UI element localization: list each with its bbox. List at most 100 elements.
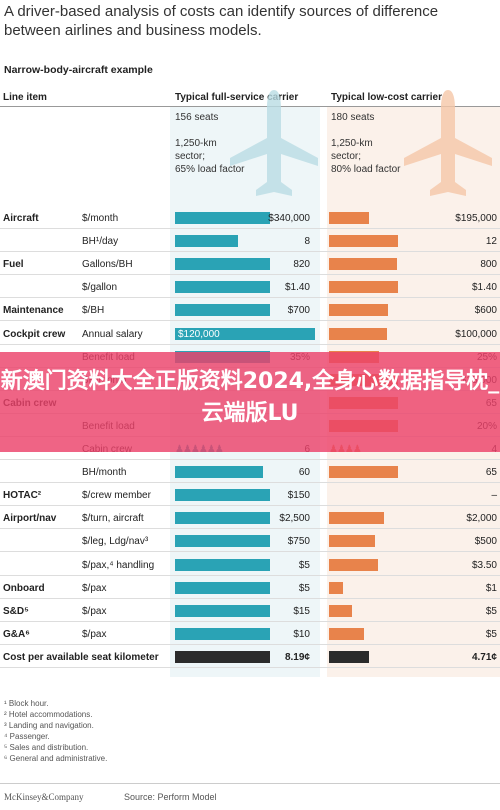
footnote: ¹ Block hour. — [4, 699, 49, 708]
table-row: HOTAC² $/crew member $150 – — [0, 484, 500, 507]
fsc-value: $2,500 — [279, 513, 310, 525]
lcc-bar — [329, 258, 397, 271]
fsc-value: $120,000 — [178, 328, 220, 340]
fsc-bar — [175, 212, 271, 224]
row-divider — [0, 459, 500, 460]
row-driver: $/pax — [82, 628, 107, 640]
lcc-bar — [329, 558, 378, 571]
table-row: Onboard $/pax $5 $1 — [0, 577, 500, 599]
fsc-bar — [175, 304, 271, 317]
lcc-value: 4.71¢ — [471, 651, 497, 663]
row-driver: $/turn, aircraft — [82, 513, 144, 525]
table-row: BH/month 60 65 — [0, 461, 500, 484]
row-driver: $/pax — [82, 582, 107, 594]
fsc-value: 820 — [293, 259, 310, 271]
row-category: Cost per available seat kilometer — [3, 651, 159, 663]
fsc-value: $700 — [287, 305, 310, 317]
fsc-value: 60 — [298, 467, 310, 479]
row-driver: $/BH — [82, 305, 105, 317]
row-category: G&A⁶ — [3, 628, 30, 640]
lcc-value: – — [491, 490, 497, 502]
lcc-value: $5 — [485, 605, 497, 617]
row-divider — [0, 320, 500, 322]
row-driver: Gallons/BH — [82, 259, 133, 271]
row-divider — [0, 251, 500, 253]
table-row: $/pax,⁴ handling $5 $3.50 — [0, 554, 500, 576]
table-row: S&D⁵ $/pax $15 $5 — [0, 600, 500, 622]
footnotes: ¹ Block hour. ² Hotel accommodations. ³ … — [4, 698, 107, 764]
fsc-header: Typical full-service carrier — [175, 92, 299, 103]
row-driver: $/leg, Ldg/nav³ — [82, 536, 149, 548]
lcc-value: $1.40 — [471, 282, 497, 294]
row-category: Fuel — [3, 259, 24, 271]
row-divider — [0, 666, 500, 668]
lcc-value: $3.50 — [471, 559, 497, 571]
lcc-value: 65 — [485, 467, 497, 479]
fsc-info: 156 seats 1,250-km sector; 65% load fact… — [175, 111, 245, 176]
lcc-bar — [329, 581, 343, 594]
fsc-sector-line2: sector; — [175, 151, 206, 162]
row-driver: $/pax,⁴ handling — [82, 559, 155, 571]
row-driver: BH/month — [82, 467, 127, 479]
row-divider — [0, 228, 500, 229]
promo-banner-text: 新澳门资料大全正版资料2024,全身心数据指导枕_云端版LU — [0, 369, 500, 426]
fsc-value: 8 — [304, 236, 310, 248]
table-row: Airport/nav $/turn, aircraft $2,500 $2,000 — [0, 507, 500, 530]
row-driver: BH¹/day — [82, 236, 119, 248]
row-driver: $/month — [82, 213, 119, 224]
lcc-bar — [329, 604, 353, 617]
lcc-value: $1 — [485, 582, 497, 594]
airplane-icon — [228, 86, 320, 206]
table-row: $/leg, Ldg/nav³ $750 $500 — [0, 530, 500, 553]
lcc-value: $5 — [485, 628, 497, 640]
row-driver: $/crew member — [82, 490, 151, 502]
footnote: ⁶ General and administrative. — [4, 754, 108, 763]
fsc-value: $750 — [287, 536, 310, 548]
row-divider — [0, 551, 500, 553]
row-divider — [0, 574, 500, 576]
lcc-sector-line1: 1,250-km — [331, 138, 373, 149]
row-divider — [0, 297, 500, 299]
table-row: Fuel Gallons/BH 820 800 — [0, 253, 500, 276]
row-divider — [0, 620, 500, 622]
fsc-bar — [175, 489, 271, 502]
lcc-bar — [329, 327, 387, 340]
lcc-value: 12 — [485, 236, 497, 248]
lcc-seats: 180 seats — [331, 112, 375, 123]
fsc-bar — [175, 281, 271, 294]
fsc-value: $5 — [298, 582, 310, 594]
footnote: ⁵ Sales and distribution. — [4, 743, 89, 752]
row-divider — [0, 482, 500, 484]
lcc-header: Typical low-cost carrier — [331, 92, 442, 103]
row-divider — [0, 274, 500, 276]
fsc-value: $5 — [298, 559, 310, 571]
lcc-bar — [329, 466, 399, 479]
fsc-bar — [175, 466, 263, 479]
airplane-icon — [402, 86, 494, 206]
row-driver: $/pax — [82, 605, 107, 617]
row-category: HOTAC² — [3, 490, 42, 502]
header-rule — [0, 106, 500, 107]
row-driver: $/gallon — [82, 282, 118, 294]
fsc-bar — [175, 535, 271, 548]
promo-banner: 新澳门资料大全正版资料2024,全身心数据指导枕_云端版LU — [0, 352, 500, 452]
fsc-value: $340,000 — [268, 213, 310, 224]
row-divider — [0, 505, 500, 507]
chart-subtitle: Narrow-body-aircraft example — [4, 64, 153, 76]
row-category: Airport/nav — [3, 513, 57, 525]
total-row: Cost per available seat kilometer 8.19¢ 4.… — [0, 646, 500, 668]
fsc-bar — [175, 581, 271, 594]
row-divider — [0, 643, 500, 645]
fsc-bar — [175, 604, 271, 617]
lcc-bar — [329, 627, 364, 640]
fsc-bar — [175, 627, 271, 640]
lcc-value: $195,000 — [455, 213, 497, 224]
fsc-bar — [175, 327, 315, 340]
lcc-bar — [329, 212, 369, 224]
lcc-sector-line2: sector; — [331, 151, 362, 162]
table-row: $/gallon $1.40 $1.40 — [0, 276, 500, 299]
fsc-sector-line1: 1,250-km — [175, 138, 217, 149]
fsc-value: $1.40 — [284, 282, 310, 294]
fsc-bar — [175, 558, 271, 571]
lcc-bar — [329, 304, 389, 317]
